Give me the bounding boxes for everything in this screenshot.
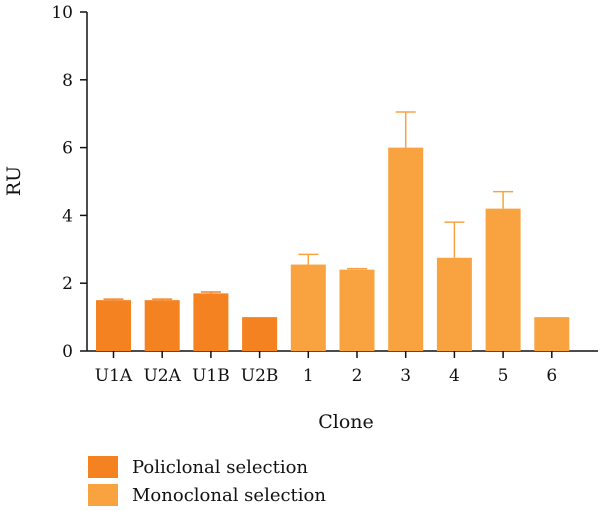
legend: Policlonal selection Monoclonal selectio… (88, 455, 326, 511)
y-tick-label: 10 (51, 3, 73, 23)
legend-item-policlonal: Policlonal selection (88, 455, 326, 479)
bar-u2a (144, 300, 180, 351)
legend-swatch-policlonal (88, 456, 118, 478)
legend-label-monoclonal: Monoclonal selection (132, 484, 326, 506)
x-tick-label: 6 (546, 366, 557, 386)
y-axis-title: RU (3, 166, 25, 196)
bar-5 (485, 208, 521, 351)
x-tick-label: 2 (352, 366, 363, 386)
y-tick-label: 2 (62, 274, 73, 294)
y-tick-label: 6 (62, 139, 73, 159)
x-axis-title: Clone (318, 411, 374, 433)
bar-6 (534, 317, 570, 351)
x-tick-label: U1B (192, 366, 230, 386)
x-tick-label: 1 (303, 366, 314, 386)
error-bars (103, 111, 514, 301)
bar-chart: 0 2 4 6 8 10 U1A U2A U1B U2B 1 2 3 4 5 6 RU Clone (3, 3, 598, 433)
legend-item-monoclonal: Monoclonal selection (88, 483, 326, 507)
x-tick-label: 3 (400, 366, 411, 386)
bar-u1b (193, 293, 229, 351)
bar-u1a (96, 300, 131, 351)
bar-u2b (242, 317, 278, 351)
x-tick-label: U2B (241, 366, 279, 386)
bar-4 (436, 257, 472, 351)
bar-1 (290, 264, 326, 351)
x-tick-labels: U1A U2A U1B U2B 1 2 3 4 5 6 (95, 351, 557, 386)
y-tick-label: 0 (62, 342, 73, 362)
bars (96, 147, 570, 351)
y-tick-label: 4 (62, 206, 73, 226)
bar-2 (339, 269, 375, 351)
x-tick-label: U2A (143, 366, 181, 386)
y-ticks: 0 2 4 6 8 10 (51, 3, 87, 362)
bar-3 (388, 147, 424, 351)
x-tick-label: 5 (498, 366, 509, 386)
legend-swatch-monoclonal (88, 484, 118, 506)
legend-label-policlonal: Policlonal selection (132, 456, 309, 478)
x-tick-label: 4 (449, 366, 460, 386)
y-tick-label: 8 (62, 71, 73, 91)
x-tick-label: U1A (95, 366, 133, 386)
